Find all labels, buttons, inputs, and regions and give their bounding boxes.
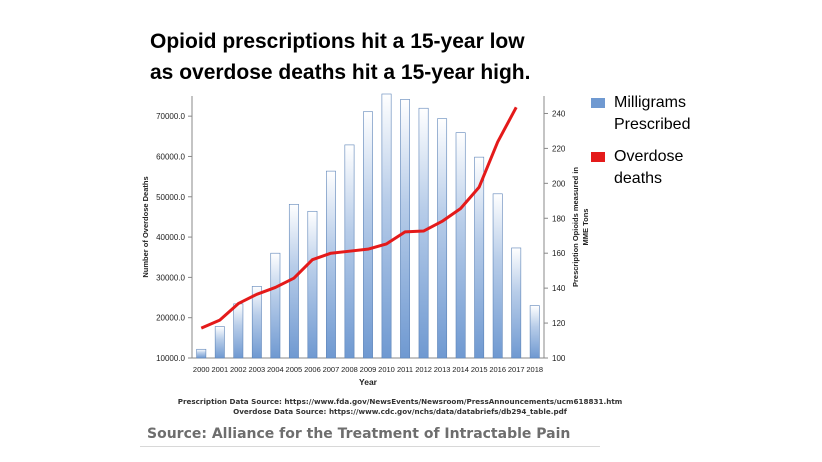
overdose-deaths-line [200, 106, 518, 330]
prescribed-bar [214, 326, 225, 359]
x-tick-label: 2013 [434, 365, 451, 374]
title-line-1: Opioid prescriptions hit a 15-year low [150, 30, 525, 53]
right-axis-title-line-2: MME Tons [581, 209, 590, 246]
prescribed-bar [529, 305, 540, 359]
x-tick-label: 2001 [211, 365, 228, 374]
x-tick-label: 2009 [360, 365, 377, 374]
x-tick-label: 2016 [489, 365, 506, 374]
x-tick-label: 2000 [193, 365, 210, 374]
chart-title: Opioid prescriptions hit a 15-year low a… [150, 26, 570, 88]
left-tick-label: 60000.0 [156, 152, 185, 161]
x-axis-title: Year [359, 377, 378, 387]
left-tick-label: 20000.0 [156, 314, 185, 323]
x-tick-label: 2003 [248, 365, 265, 374]
left-tick-label: 70000.0 [156, 112, 185, 121]
right-tick-label: 240 [552, 109, 566, 118]
prescribed-bar [474, 156, 485, 359]
right-tick-label: 220 [552, 144, 566, 153]
prescribed-bar [418, 107, 429, 359]
x-tick-label: 2018 [526, 365, 543, 374]
right-tick-label: 100 [552, 354, 566, 363]
legend-label-deaths: Overdose deaths [614, 148, 684, 187]
right-tick-label: 120 [552, 319, 566, 328]
data-sources: Prescription Data Source: https://www.fd… [150, 397, 650, 417]
prescribed-bar [251, 286, 262, 359]
x-tick-label: 2005 [286, 365, 303, 374]
legend-swatch-deaths [591, 152, 605, 162]
x-tick-label: 2004 [267, 365, 284, 374]
prescribed-bar [381, 93, 392, 359]
x-tick-label: 2015 [471, 365, 488, 374]
legend-swatch-prescribed [591, 98, 605, 108]
left-tick-label: 30000.0 [156, 273, 185, 282]
bar-series [196, 93, 540, 359]
line-series [200, 106, 518, 330]
overdose-source: Overdose Data Source: https://www.cdc.go… [233, 407, 567, 416]
right-tick-label: 180 [552, 214, 566, 223]
right-tick-label: 140 [552, 284, 566, 293]
divider [140, 446, 600, 447]
left-axis-title: Number of Overdose Deaths [141, 176, 150, 277]
prescribed-bar [363, 111, 373, 359]
title-line-2: as overdose deaths hit a 15-year high. [150, 61, 531, 84]
prescribed-bar [326, 170, 336, 359]
prescribed-bar [307, 210, 318, 359]
x-tick-label: 2017 [508, 365, 525, 374]
x-tick-label: 2008 [341, 365, 358, 374]
prescribed-bar [196, 348, 207, 359]
prescribed-bar [270, 252, 281, 359]
source-credit: Source: Alliance for the Treatment of In… [147, 426, 571, 442]
legend-item-prescribed: Milligrams Prescribed [588, 92, 788, 136]
right-tick-label: 160 [552, 249, 566, 258]
x-tick-label: 2007 [323, 365, 340, 374]
x-tick-label: 2014 [452, 365, 469, 374]
x-tick-label: 2010 [378, 365, 395, 374]
x-tick-label: 2012 [415, 365, 432, 374]
prescribed-bar [511, 247, 522, 359]
right-axis-title-line-1: Prescription Opioids measured in [571, 167, 580, 287]
prescribed-bar [400, 99, 410, 359]
left-tick-label: 10000.0 [156, 354, 185, 363]
prescribed-bar [233, 303, 244, 359]
legend: Milligrams Prescribed Overdose deaths [588, 92, 788, 200]
x-tick-label: 2002 [230, 365, 247, 374]
prescription-source: Prescription Data Source: https://www.fd… [177, 397, 623, 406]
right-tick-label: 200 [552, 179, 566, 188]
left-tick-label: 40000.0 [156, 233, 185, 242]
prescribed-bar [492, 193, 503, 359]
axis-labels: 10000.0 20000.0 30000.0 40000.0 50000.0 60000… [141, 109, 590, 387]
legend-label-prescribed: Milligrams Prescribed [614, 94, 691, 133]
x-tick-label: 2011 [397, 365, 413, 374]
prescribed-bar [437, 118, 448, 359]
x-tick-label: 2006 [304, 365, 321, 374]
legend-item-deaths: Overdose deaths [588, 146, 788, 190]
left-tick-label: 50000.0 [156, 193, 185, 202]
prescribed-bar [455, 132, 466, 359]
